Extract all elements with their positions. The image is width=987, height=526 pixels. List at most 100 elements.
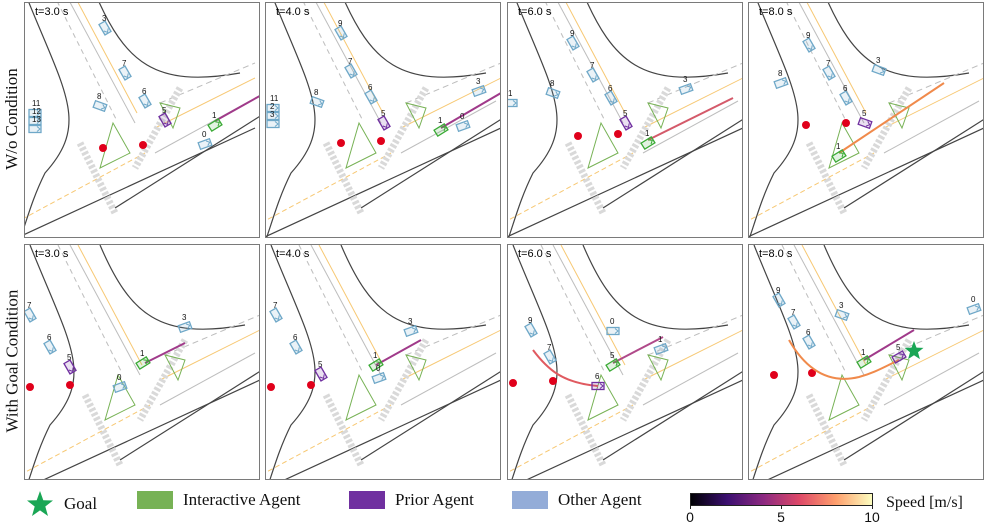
road-boundary (749, 127, 983, 237)
agent-id-label: 8 (314, 88, 319, 97)
heading-arrow (479, 87, 485, 93)
crosswalk (805, 393, 848, 467)
crosswalk (860, 338, 913, 422)
agent-box (207, 117, 223, 133)
agent-id-label: 2 (270, 102, 275, 111)
agent-id-label: 6 (293, 333, 298, 342)
agent-id-label: 1 (836, 142, 841, 151)
colorbar-tickmark (690, 505, 691, 509)
agent-id-label: 3 (683, 75, 688, 84)
agent-id-label: 1 (140, 349, 145, 358)
agent-id-label: 1 (373, 351, 378, 360)
agent-box (802, 334, 816, 350)
scene-map: 1 5 6 7 0 3 (266, 245, 500, 479)
stop-sign-marker (614, 130, 622, 138)
prior-agent (377, 115, 391, 131)
lane-line (888, 62, 983, 104)
other-agent (403, 324, 419, 338)
heading-arrow (274, 105, 279, 111)
road-boundary (602, 371, 742, 461)
agent-id-label: 6 (142, 87, 147, 96)
heading-arrow (319, 374, 325, 380)
lane-centerline (565, 3, 626, 114)
lane-line (642, 100, 739, 154)
agent-id-label: 1 (508, 89, 513, 98)
colorbar-tick-5: 5 (777, 509, 785, 525)
island-outline (405, 354, 427, 382)
agent-box (856, 354, 872, 370)
lane-line (164, 314, 259, 356)
panel-with-goal-t4: 1 5 6 7 0 3 t=4.0 s (265, 244, 501, 480)
agent-id-label: 1 (438, 116, 443, 125)
heading-arrow (807, 342, 813, 348)
time-label: t=6.0 s (518, 248, 552, 260)
time-label: t=4.0 s (276, 6, 310, 18)
lane-line (69, 245, 141, 376)
other-agent (118, 65, 132, 81)
prior-agent (891, 350, 907, 364)
row-label-text: W/o Condition (2, 68, 21, 170)
time-label: t=3.0 s (35, 6, 69, 18)
other-agent (871, 63, 887, 77)
road-boundary (768, 379, 983, 479)
road-boundary (843, 119, 983, 209)
island-outline (828, 121, 860, 169)
time-label: t=8.0 s (759, 248, 793, 260)
other-agent (266, 111, 280, 121)
other-agent (28, 108, 42, 118)
agent-id-label: 6 (806, 328, 811, 337)
crosswalk (81, 393, 124, 467)
stop-sign-marker (770, 371, 778, 379)
road-boundary (527, 379, 742, 479)
agent-trajectory (863, 329, 915, 361)
island-outline (345, 373, 377, 421)
lane-line (159, 62, 256, 104)
map-layer: 1 5 6 7 0 3 (266, 245, 500, 479)
colorbar-label: Speed [m/s] (886, 494, 963, 511)
other-agent (197, 137, 213, 151)
goal-star-icon (27, 491, 53, 516)
crosswalk (377, 338, 430, 422)
stop-sign-marker (267, 383, 275, 391)
road-boundary (25, 3, 70, 227)
island-outline (828, 373, 860, 421)
road-boundary (508, 127, 742, 237)
lane-centerline (642, 329, 742, 381)
road-boundary (119, 371, 259, 461)
road-boundary (752, 245, 799, 479)
lane-line (883, 352, 980, 406)
lane-line (400, 100, 497, 154)
other-agent (604, 90, 618, 106)
interactive-agent (856, 354, 872, 370)
agent-box (455, 119, 471, 133)
heading-arrow (36, 110, 41, 116)
agent-id-label: 9 (776, 286, 781, 295)
time-label: t=6.0 s (518, 6, 552, 18)
other-agent (269, 307, 283, 323)
prior-agent-swatch (349, 491, 385, 509)
legend-item-other-agent: Other Agent (512, 490, 642, 510)
lane-centerline (806, 3, 867, 114)
other-agent (455, 119, 471, 133)
other-agent (25, 307, 37, 323)
colorbar-tickmark (781, 505, 782, 509)
heading-arrow (163, 120, 169, 126)
agent-id-label: 9 (528, 316, 533, 325)
agent-box (524, 322, 538, 338)
legend-item-prior-agent: Prior Agent (349, 490, 474, 510)
heading-arrow (842, 313, 848, 319)
agent-box (605, 357, 621, 373)
other-agent (653, 342, 669, 356)
heading-arrow (274, 315, 280, 321)
agent-id-label: 3 (408, 317, 413, 326)
road-boundary (586, 3, 729, 78)
heading-arrow (844, 98, 850, 104)
agent-id-label: 7 (791, 308, 796, 317)
heading-arrow (609, 98, 615, 104)
agent-box (28, 124, 42, 134)
scene-map: 1 5 6 7 9 3 0 (749, 245, 983, 479)
stop-sign-marker (337, 139, 345, 147)
agent-box (871, 63, 887, 77)
legend-item-goal: Goal (26, 490, 97, 518)
